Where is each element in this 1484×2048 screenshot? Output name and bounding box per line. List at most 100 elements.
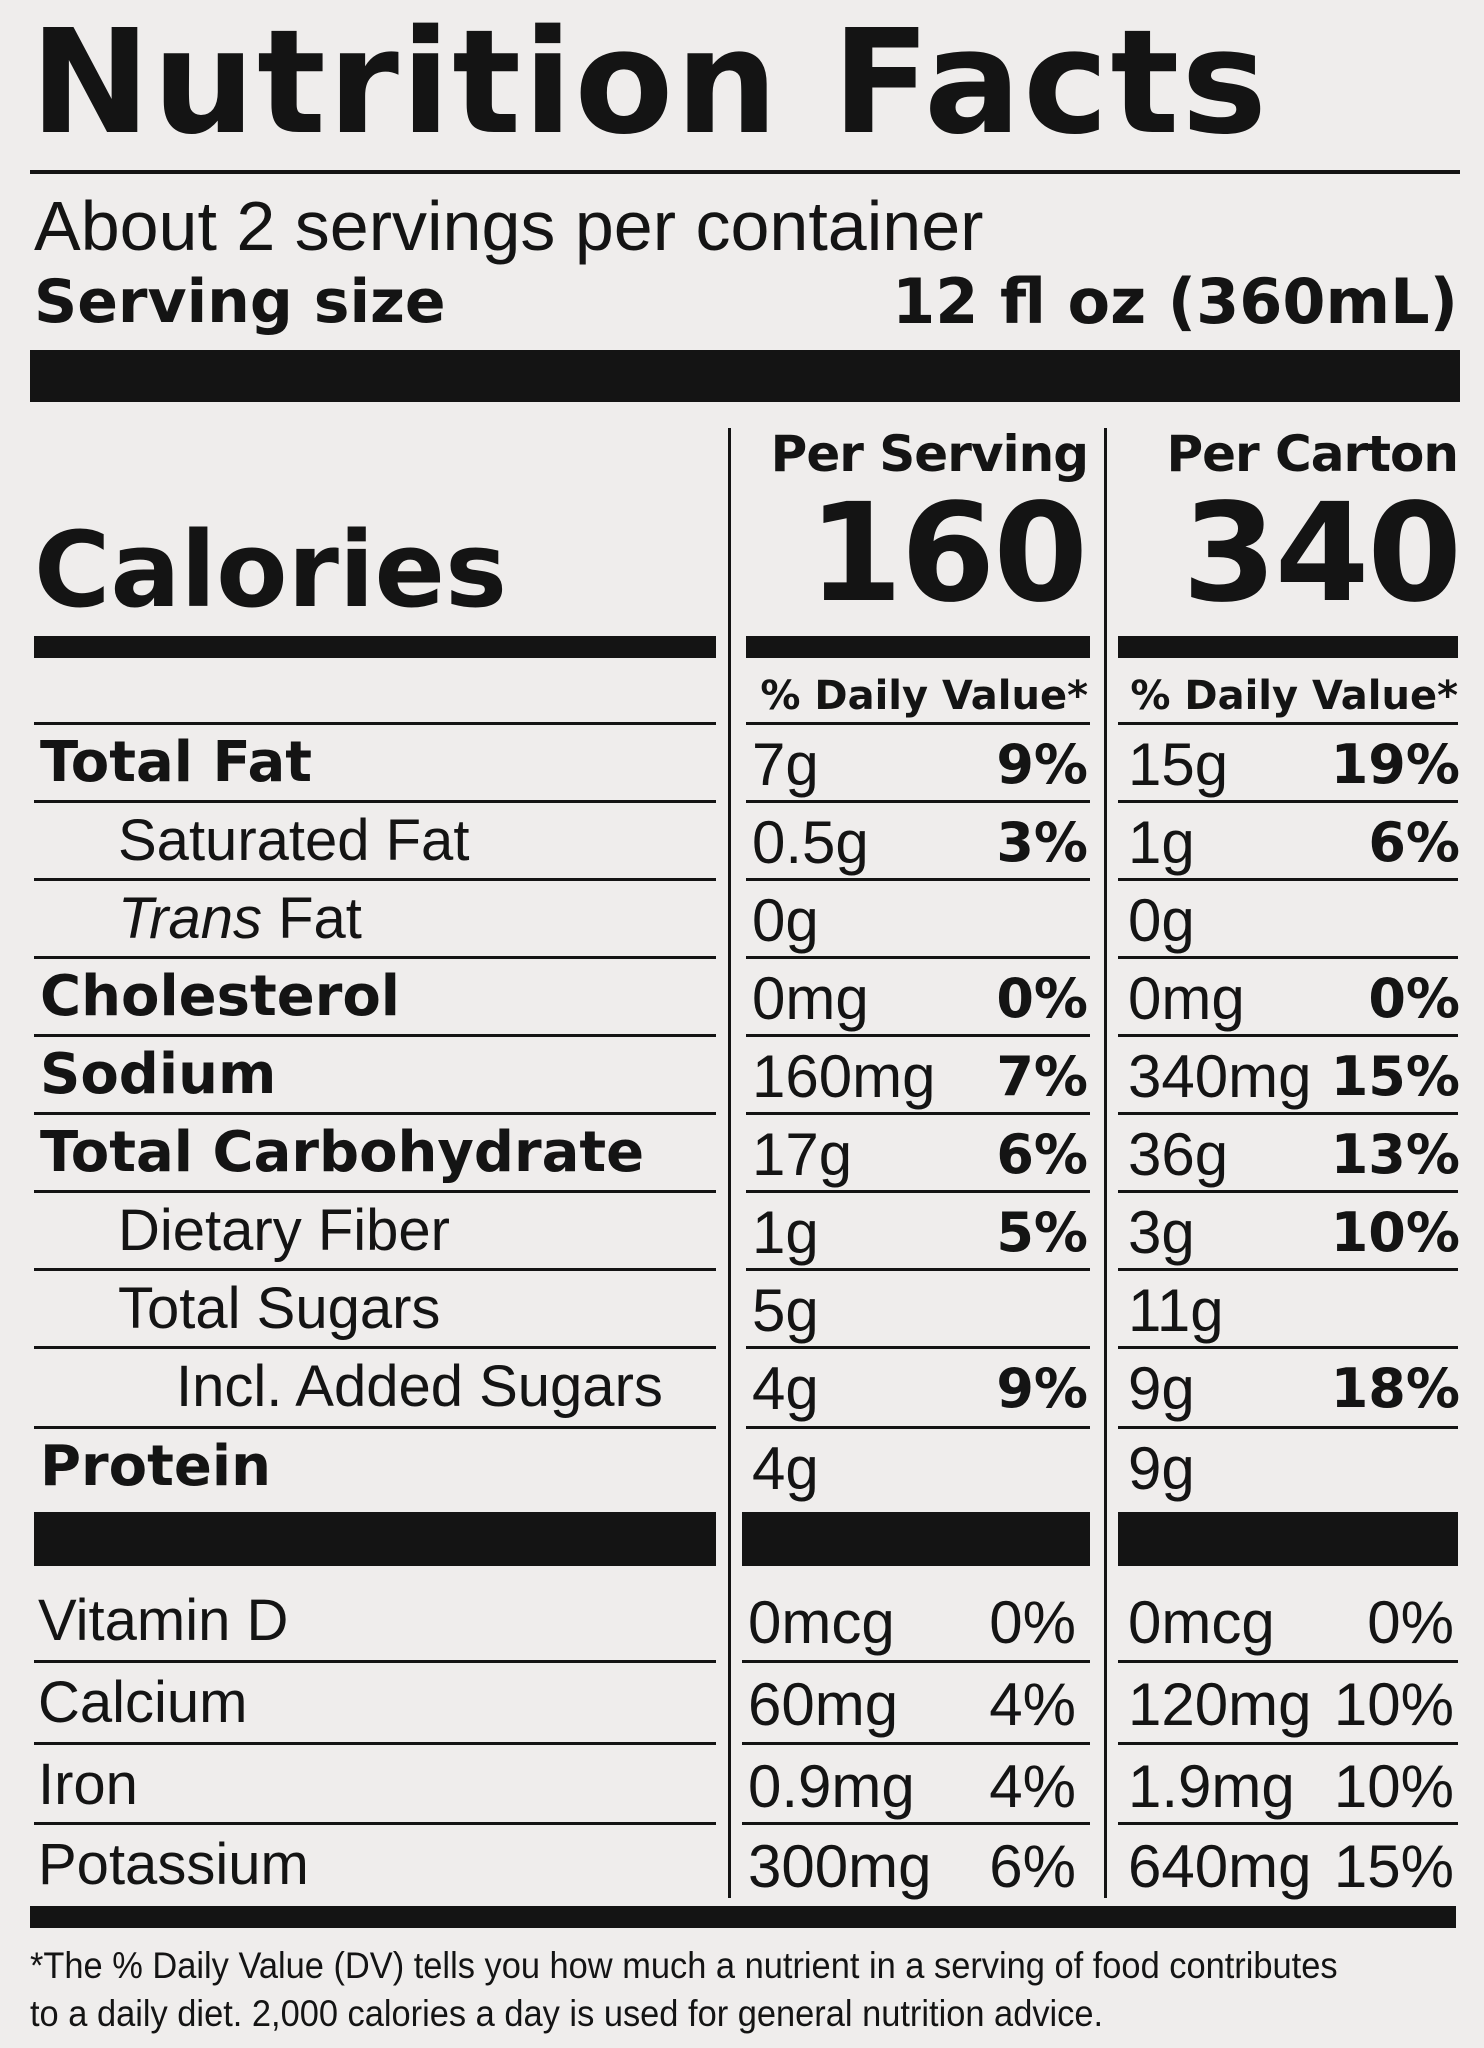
row-divider [34,1426,716,1429]
row-divider [746,1346,1090,1349]
serving-daily-value: 9% [996,733,1088,796]
serving-size-label: Serving size [34,267,446,337]
carton-daily-value: 15% [1333,1833,1454,1900]
column-divider-left [728,428,731,1898]
carton-amount: 1g [1128,809,1195,876]
carton-daily-value: 0% [1368,967,1460,1030]
nutrient-name: Total Carbohydrate [40,1120,645,1185]
carton-amount: 11g [1128,1277,1224,1344]
row-divider [746,1426,1090,1429]
row-divider [34,1112,716,1115]
daily-value-footnote: *The % Daily Value (DV) tells you how mu… [30,1945,1338,2034]
row-divider [34,1822,716,1825]
row-divider [746,878,1090,881]
serving-daily-value: 4% [989,1671,1076,1738]
serving-amount: 0.5g [752,809,869,876]
carton-daily-value: 18% [1330,1357,1460,1420]
serving-amount: 5g [752,1277,819,1344]
calories-bar-right [1118,636,1458,658]
vitamin-bar-right [1118,1512,1458,1566]
per-serving-header: Per Serving [770,425,1089,483]
servings-per-container: About 2 servings per container [34,187,984,265]
vitamin-name: Potassium [38,1832,309,1897]
nutrient-name: Total Fat [40,730,313,795]
calories-bar-mid [746,636,1090,658]
row-divider [1118,1112,1458,1115]
calories-per-carton: 340 [1182,475,1462,633]
carton-daily-value: 10% [1333,1671,1454,1738]
row-divider [746,1034,1090,1037]
nutrient-name: Sodium [40,1042,277,1107]
carton-amount: 340mg [1128,1043,1312,1110]
calories-per-serving: 160 [808,475,1088,633]
row-divider [746,1190,1090,1193]
carton-amount: 0mg [1128,965,1245,1032]
vitamin-row: Vitamin D 0mcg 0% 0mcg 0% [0,1582,1484,1660]
serving-daily-value: 3% [996,811,1088,874]
thick-divider-top [30,350,1460,402]
row-divider [1118,1660,1458,1663]
serving-amount: 0mcg [748,1589,895,1656]
row-divider [1118,722,1458,725]
nutrient-row: Saturated Fat 0.5g 3% 1g 6% [0,802,1484,880]
row-divider [34,1660,716,1663]
vitamin-bar-mid [742,1512,1090,1566]
serving-amount: 1g [752,1199,819,1266]
carton-daily-value: 15% [1330,1045,1460,1108]
row-divider [34,1346,716,1349]
carton-daily-value: 6% [1368,811,1460,874]
serving-daily-value: 0% [989,1589,1076,1656]
row-divider [742,1822,1090,1825]
serving-amount: 0mg [752,965,869,1032]
vitamin-name: Calcium [38,1670,248,1735]
row-divider [742,1742,1090,1745]
carton-amount: 36g [1128,1121,1229,1188]
vitamin-name: Iron [38,1752,138,1817]
row-divider [1118,1268,1458,1271]
row-divider [1118,1034,1458,1037]
vitamin-name: Vitamin D [38,1588,289,1653]
serving-amount: 60mg [748,1671,899,1738]
row-divider [34,1034,716,1037]
nutrient-name: Dietary Fiber [118,1198,450,1263]
row-divider [1118,878,1458,881]
serving-amount: 300mg [748,1833,932,1900]
nutrient-row: Cholesterol 0mg 0% 0mg 0% [0,958,1484,1036]
row-divider [1118,956,1458,959]
row-divider [746,1268,1090,1271]
vitamin-row: Potassium 300mg 6% 640mg 15% [0,1826,1484,1904]
serving-amount: 17g [752,1121,853,1188]
vitamin-bar-left [34,1512,716,1566]
nutrient-name: Cholesterol [40,964,400,1029]
column-divider-right [1104,428,1107,1898]
serving-daily-value: 6% [989,1833,1076,1900]
nutrient-row: Sodium 160mg 7% 340mg 15% [0,1036,1484,1114]
serving-daily-value: 4% [989,1753,1076,1820]
carton-amount: 0mcg [1128,1589,1275,1656]
nutrient-row: Incl. Added Sugars 4g 9% 9g 18% [0,1348,1484,1426]
carton-daily-value: 13% [1330,1123,1460,1186]
serving-amount: 160mg [752,1043,936,1110]
row-divider [34,722,716,725]
row-divider [1118,1346,1458,1349]
vitamin-row: Calcium 60mg 4% 120mg 10% [0,1664,1484,1742]
row-divider [1118,800,1458,803]
nutrient-row: Protein 4g 9g [0,1428,1484,1506]
vitamin-row: Iron 0.9mg 4% 1.9mg 10% [0,1746,1484,1824]
daily-value-header-carton: % Daily Value* [1130,673,1458,719]
nutrient-name-rest: Fat [261,886,362,951]
nutrient-name: Protein [40,1434,271,1499]
nutrient-name: Total Sugars [118,1276,441,1341]
carton-amount: 120mg [1128,1671,1312,1738]
nutrient-row: Total Fat 7g 9% 15g 19% [0,724,1484,802]
serving-daily-value: 6% [996,1123,1088,1186]
nutrient-row: Dietary Fiber 1g 5% 3g 10% [0,1192,1484,1270]
nutrient-row: Trans Fat 0g 0g [0,880,1484,958]
carton-daily-value: 10% [1333,1753,1454,1820]
serving-daily-value: 9% [996,1357,1088,1420]
serving-amount: 4g [752,1355,819,1422]
serving-size-value: 12 fl oz (360mL) [892,265,1458,338]
serving-daily-value: 7% [996,1045,1088,1108]
nutrient-name: Trans Fat [118,880,362,958]
row-divider [746,800,1090,803]
